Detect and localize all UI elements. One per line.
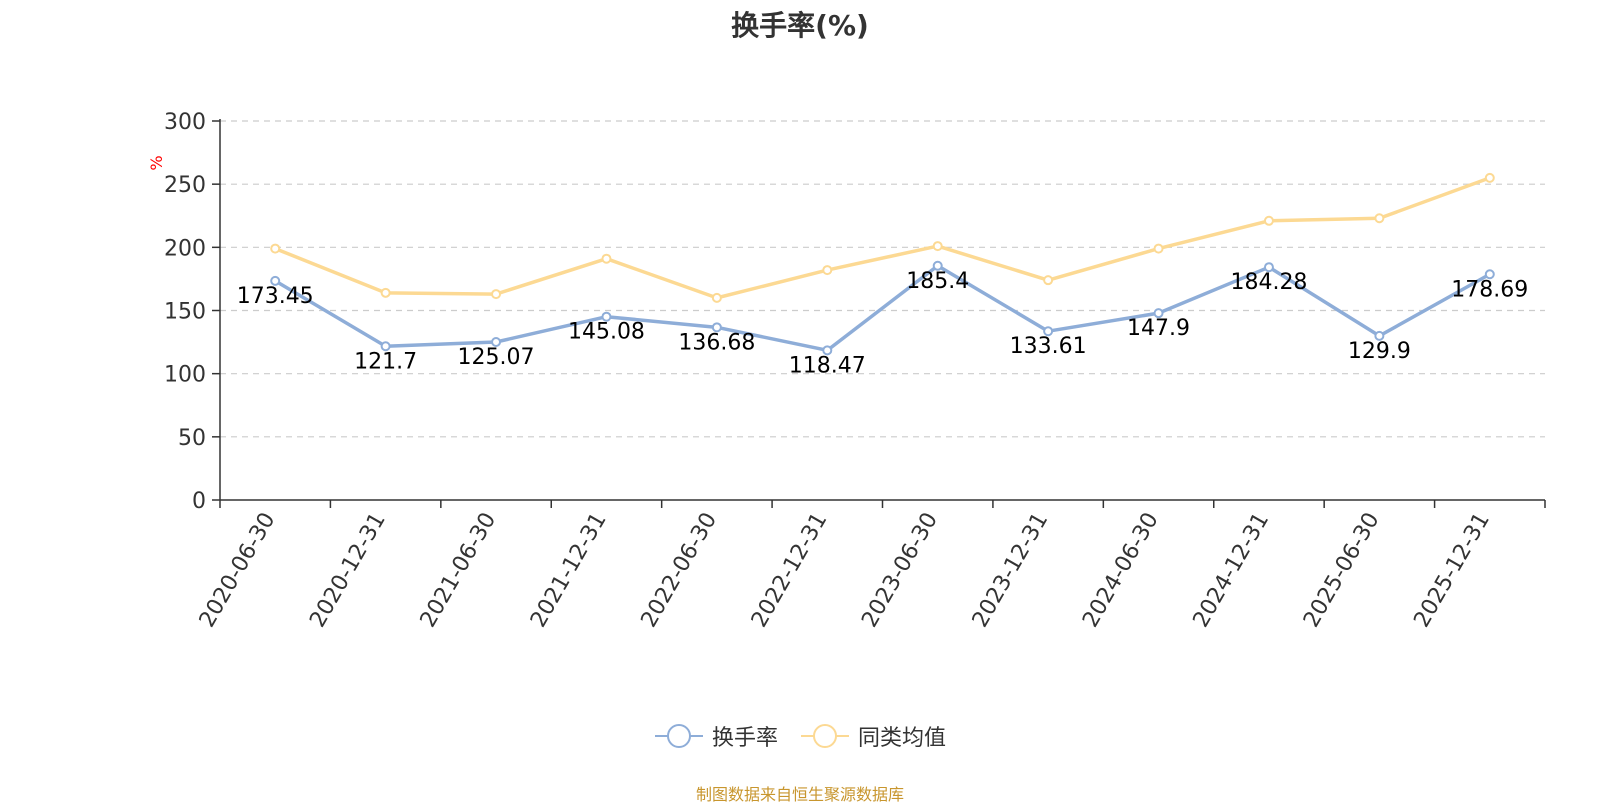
data-point (1263, 215, 1274, 226)
data-point (1374, 213, 1385, 224)
data-point (1263, 262, 1274, 273)
legend-item[interactable]: 换手率 (654, 720, 778, 752)
data-point (932, 241, 943, 252)
y-axis-label: % (147, 155, 166, 170)
data-label: 147.9 (1127, 316, 1190, 341)
data-label: 129.9 (1348, 339, 1411, 364)
source-note: 制图数据来自恒生聚源数据库 (695, 785, 904, 804)
data-label: 178.69 (1451, 277, 1528, 302)
chart-title: 换手率(%) (731, 9, 869, 42)
series-line-0 (274, 264, 1491, 353)
data-point (270, 243, 281, 254)
legend-line-circle-icon (654, 724, 703, 748)
y-tick-label: 200 (164, 236, 206, 261)
legend-item[interactable]: 同类均值 (800, 720, 946, 752)
y-tick-label: 150 (164, 300, 206, 325)
x-tick-label: 2025-12-31 (1409, 509, 1495, 632)
data-point (270, 275, 281, 286)
series-layer (270, 172, 1495, 356)
x-tick-label: 2024-12-31 (1189, 509, 1275, 632)
y-tick-label: 0 (192, 489, 206, 514)
data-label: 125.07 (458, 345, 535, 370)
data-label: 121.7 (354, 349, 417, 374)
data-point (1153, 243, 1164, 254)
data-point (380, 341, 391, 352)
data-label: 173.45 (237, 284, 314, 309)
data-label: 145.08 (568, 320, 645, 345)
legend: 换手率 同类均值 (0, 720, 1600, 752)
series-line-1 (274, 176, 1491, 300)
x-tick-label: 2021-12-31 (526, 509, 612, 632)
data-point (932, 260, 943, 271)
data-label: 133.61 (1010, 334, 1087, 359)
data-point (491, 289, 502, 300)
data-point (601, 253, 612, 264)
data-label: 185.4 (906, 269, 969, 294)
data-point (711, 292, 722, 303)
data-point (1043, 326, 1054, 337)
x-tick-label: 2024-06-30 (1078, 509, 1164, 632)
data-point (1484, 269, 1495, 280)
data-point (601, 311, 612, 322)
legend-line-circle-icon (801, 724, 849, 748)
data-point (822, 345, 833, 356)
x-tick-label: 2025-06-30 (1299, 509, 1385, 632)
data-label-layer: 173.45 121.7 125.07 145.08 136.68 118.47 185.4… (237, 269, 1529, 379)
data-label: 184.28 (1230, 270, 1307, 295)
y-tick-label: 250 (164, 173, 206, 198)
data-point (822, 265, 833, 276)
x-tick-label: 2020-06-30 (195, 509, 281, 632)
x-tick-label: 2020-12-31 (305, 509, 391, 632)
x-tick-label: 2023-12-31 (968, 509, 1054, 632)
data-label: 118.47 (789, 353, 866, 378)
data-point (1153, 308, 1164, 319)
x-tick-label: 2021-06-30 (416, 508, 502, 631)
legend-label: 换手率 (711, 726, 778, 751)
x-tick-label: 2022-12-31 (747, 509, 833, 632)
data-point (1374, 330, 1385, 341)
grid-layer (220, 120, 1545, 438)
legend-label: 同类均值 (858, 726, 947, 751)
y-tick-label: 50 (178, 426, 206, 451)
data-point (1043, 275, 1054, 286)
data-point (491, 336, 502, 347)
data-point (1484, 172, 1495, 183)
data-label: 136.68 (678, 330, 755, 355)
x-tick-label: 2023-06-30 (857, 508, 943, 631)
y-tick-label: 100 (164, 363, 206, 388)
x-tick-label: 2022-06-30 (636, 509, 722, 632)
y-tick-label: 300 (164, 110, 206, 135)
data-point (711, 322, 722, 333)
data-point (380, 287, 391, 298)
